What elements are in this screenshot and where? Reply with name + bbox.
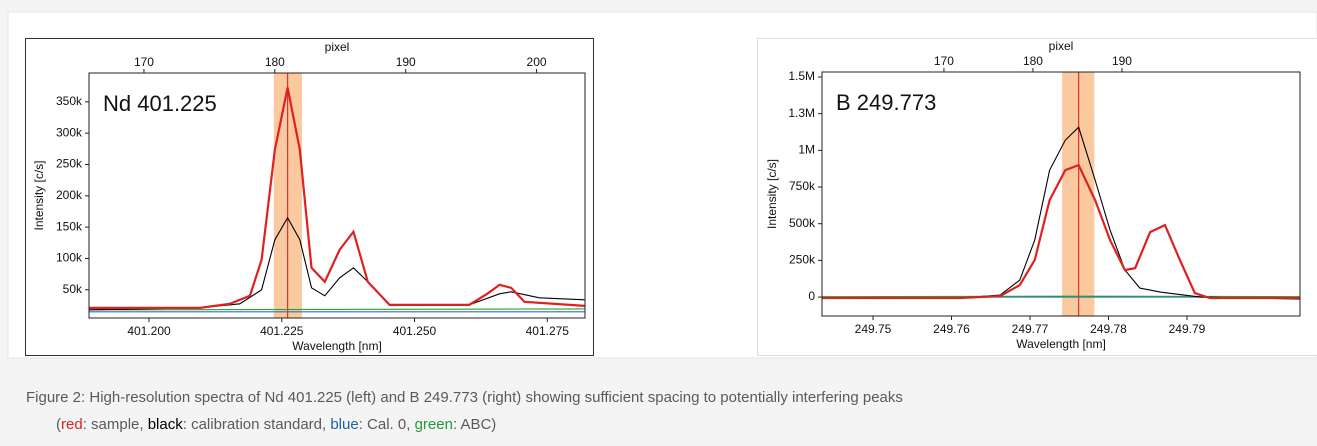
series-line (89, 308, 585, 311)
x-axis-title: Wavelength [nm] (292, 339, 382, 353)
y-tick-label: 250k (789, 253, 816, 267)
series-line (822, 126, 1300, 300)
x-tick-label: 401.225 (260, 324, 304, 338)
caption-segment: green (415, 416, 453, 433)
y-tick-label: 200k (56, 188, 83, 202)
x-tick-label: 249.76 (933, 322, 970, 336)
caption-segment: : calibration standard, (183, 416, 331, 433)
x-tick-label: 401.250 (393, 324, 437, 338)
x-tick-label: 249.79 (1169, 322, 1206, 336)
y-tick-label: 0 (808, 289, 815, 303)
y-tick-label: 1M (798, 143, 815, 157)
caption-segment: : Cal. 0, (359, 416, 415, 433)
y-axis-title: Intensity [c/s] (32, 160, 46, 230)
caption-segment: black (148, 416, 184, 433)
x2-tick-label: 200 (527, 55, 547, 69)
x-tick-label: 249.78 (1090, 322, 1127, 336)
caption-segment: red (61, 416, 83, 433)
y-tick-label: 750k (789, 179, 816, 193)
x2-tick-label: 190 (396, 55, 416, 69)
y-tick-label: 150k (56, 219, 83, 233)
x-axis-title: Wavelength [nm] (1016, 337, 1106, 351)
x2-axis-title: pixel (1049, 39, 1074, 53)
x-tick-label: 249.75 (855, 322, 892, 336)
series-line (89, 216, 585, 311)
plot-frame (821, 71, 1301, 317)
x2-tick-label: 190 (1112, 54, 1132, 68)
x2-tick-label: 170 (134, 55, 154, 69)
x-tick-label: 401.200 (127, 324, 171, 338)
y-tick-label: 50k (63, 282, 83, 296)
x-tick-label: 249.77 (1012, 322, 1049, 336)
caption-segment: : ABC) (453, 416, 496, 433)
caption-legend: (red: sample, black: calibration standar… (56, 416, 496, 433)
y-tick-label: 300k (56, 125, 83, 139)
y-axis-title: Intensity [c/s] (765, 159, 779, 229)
x-tick-label: 401.275 (526, 324, 570, 338)
caption-segment: : sample, (83, 416, 148, 433)
x2-axis-title: pixel (325, 40, 350, 54)
series-line (89, 87, 585, 309)
y-tick-label: 1.5M (788, 69, 815, 83)
caption-line: Figure 2: High-resolution spectra of Nd … (26, 389, 903, 406)
y-tick-label: 1.3M (788, 106, 815, 120)
y-tick-label: 250k (56, 157, 83, 171)
right-chart-frame (757, 38, 1317, 356)
y-tick-label: 350k (56, 94, 83, 108)
annotation: Nd 401.225 (103, 91, 217, 116)
caption-segment: blue (330, 416, 358, 433)
y-tick-label: 500k (789, 216, 816, 230)
x2-tick-label: 180 (1023, 54, 1043, 68)
annotation: B 249.773 (836, 90, 936, 115)
left-chart-frame (25, 38, 594, 356)
caption-segment: ( (56, 416, 61, 433)
x2-tick-label: 180 (265, 55, 285, 69)
y-tick-label: 100k (56, 251, 83, 265)
series-line (822, 163, 1300, 300)
x2-tick-label: 170 (934, 54, 954, 68)
